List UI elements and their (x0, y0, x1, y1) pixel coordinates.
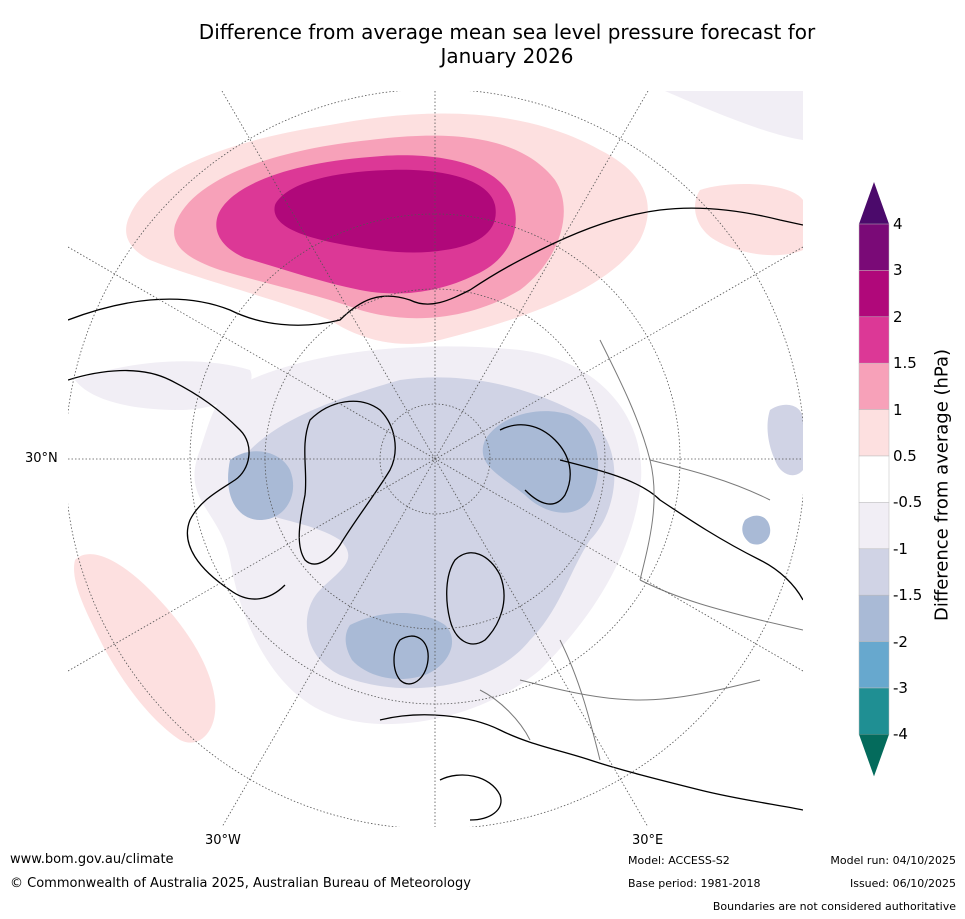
colorbar-bin (858, 409, 890, 457)
colorbar-tick-label: 2 (893, 307, 903, 326)
anomaly-positive-arctic-corner (665, 91, 803, 140)
colorbar-bin (858, 362, 890, 410)
colorbar-tick-label: 4 (893, 215, 903, 233)
colorbar-tick-label: 0.5 (893, 447, 917, 465)
country-borders (479, 339, 803, 761)
colorbar-tick-label: 1 (893, 400, 903, 419)
map-title: Difference from average mean sea level p… (0, 20, 965, 68)
colorbar-tick-label: -1.5 (893, 586, 923, 605)
coastlines (68, 207, 803, 821)
colorbar-tick-label: 1.5 (893, 354, 917, 373)
colorbar-tick-label: -0.5 (893, 493, 923, 512)
anomaly-band-minus1.5-to-minus2-east (482, 411, 599, 513)
colorbar-tick-label: -1 (893, 539, 908, 558)
colorbar-extend-bottom (859, 734, 889, 777)
lat-30n-label: 30°N (25, 451, 58, 466)
anomaly-negative-far-east (767, 404, 803, 476)
anomaly-negative-west (75, 361, 252, 410)
footer-url[interactable]: www.bom.gov.au/climate (10, 852, 174, 867)
footer-model-run: Model run: 04/10/2025 (830, 854, 956, 867)
lon-30e-label: 30°E (632, 833, 664, 848)
colorbar-tick-label: -2 (893, 632, 908, 651)
anomaly-negative-asia-spot (742, 515, 771, 545)
colorbar-bin (858, 548, 890, 596)
title-line-1: Difference from average mean sea level p… (198, 20, 816, 44)
anomaly-positive-east (695, 184, 803, 256)
anomaly-band-minus1.5-to-minus2-west (228, 451, 294, 520)
colorbar-bin (858, 270, 890, 318)
colorbar-bin (858, 594, 890, 642)
colorbar-bin (858, 641, 890, 689)
footer-issued: Issued: 06/10/2025 (849, 877, 956, 890)
colorbar-tick-label: 3 (893, 261, 903, 280)
colorbar-bin (858, 455, 890, 503)
footer-base-period: Base period: 1981-2018 (628, 877, 761, 890)
footer-model: Model: ACCESS-S2 (628, 854, 730, 867)
lon-30w-label: 30°W (205, 833, 241, 848)
colorbar-tick-label: -3 (893, 679, 908, 697)
footer-disclaimer: Boundaries are not considered authoritat… (712, 900, 956, 913)
colorbar-bin (858, 316, 890, 364)
colorbar (858, 182, 890, 777)
map-panel (68, 91, 803, 827)
colorbar-extend-top (859, 182, 889, 224)
colorbar-bin (858, 687, 890, 735)
anomaly-band-minus1.5-to-minus2-atlantic (345, 612, 453, 680)
anomaly-band-2-to-3 (274, 169, 496, 253)
graticule (68, 91, 803, 827)
colorbar-title: Difference from average (hPa) (931, 348, 953, 622)
title-line-2: January 2026 (440, 44, 574, 68)
colorbar-tick-label: -4 (893, 725, 908, 744)
footer-copyright: © Commonwealth of Australia 2025, Austra… (10, 876, 471, 891)
anomaly-positive-atlantic (74, 554, 216, 743)
colorbar-bin (858, 502, 890, 550)
colorbar-bin (858, 223, 890, 271)
